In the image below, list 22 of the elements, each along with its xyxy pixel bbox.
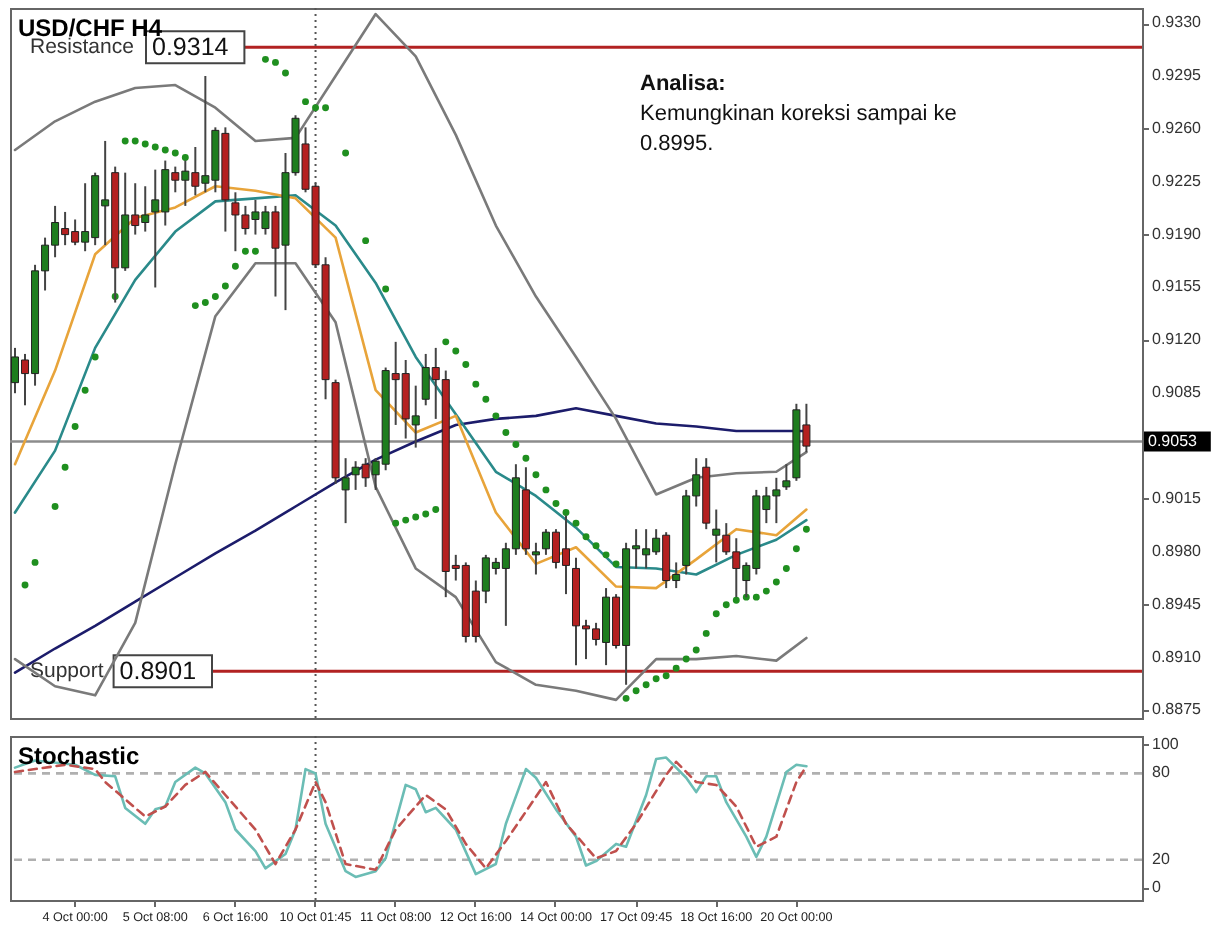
y-tick-label: 0.9190	[1152, 224, 1203, 243]
y-tick-label: 100	[1152, 734, 1180, 753]
y-tick-label: 80	[1152, 763, 1171, 782]
chart-title: Stochastic	[18, 742, 141, 770]
y-tick-label: 0.8910	[1152, 647, 1203, 666]
y-tick-label: 0.8945	[1152, 594, 1203, 613]
ref-line-label: 0.9053	[1148, 431, 1199, 450]
y-tick-label: 0.9295	[1152, 65, 1203, 84]
y-tick-label: 0	[1152, 878, 1162, 897]
y-tick-label: 0.8980	[1152, 541, 1203, 560]
y-tick-label: 20	[1152, 849, 1171, 868]
annotation: Analisa:	[640, 72, 726, 96]
y-tick-label: 0.9015	[1152, 488, 1203, 507]
y-tick-label: 0.8875	[1152, 700, 1203, 719]
y-tick-label: 0.9155	[1152, 277, 1203, 296]
y-tick-label: 0.9330	[1152, 13, 1203, 32]
annotation: Kemungkinan koreksi sampai ke 0.8995.	[640, 102, 957, 156]
y-tick-label: 0.9085	[1152, 383, 1203, 402]
y-tick-label: 0.9225	[1152, 171, 1203, 190]
ref-line-label: Support 0.8901	[30, 657, 197, 686]
y-tick-label: 0.9260	[1152, 118, 1203, 137]
y-tick-label: 0.9120	[1152, 330, 1203, 349]
